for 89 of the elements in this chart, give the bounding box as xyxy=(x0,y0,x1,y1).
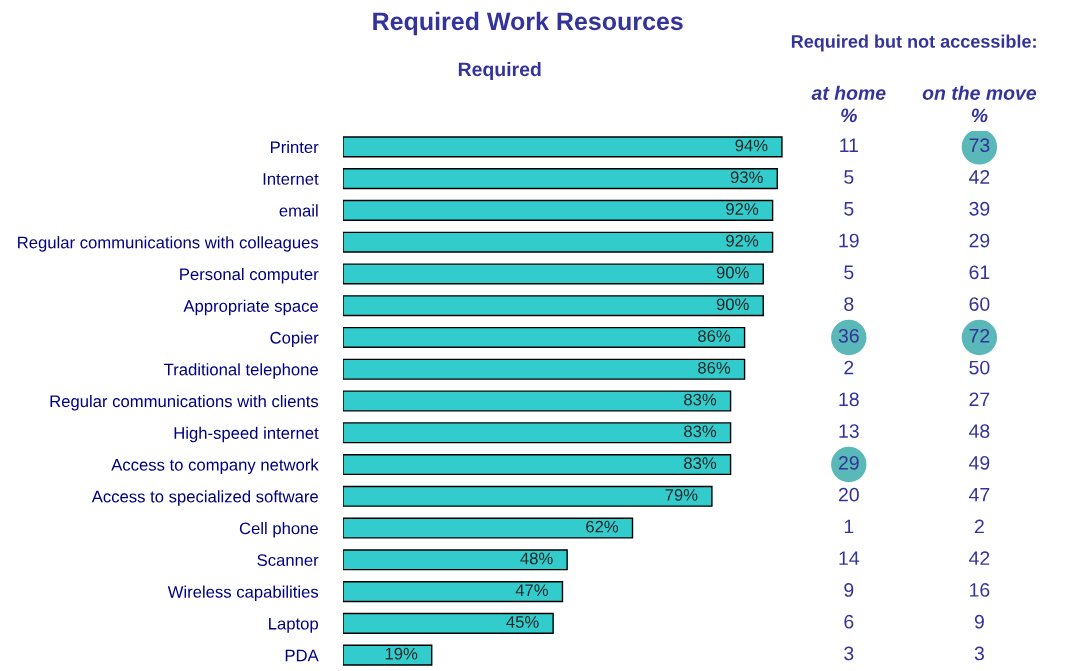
data-label: 42 xyxy=(969,170,990,184)
data-label: 72 xyxy=(969,328,990,343)
y-tick-label: Access to specialized software xyxy=(91,490,318,506)
data-label: 83% xyxy=(684,457,717,469)
x-tick-label: on the move % xyxy=(922,85,1037,123)
bar xyxy=(343,485,713,507)
data-label: 83% xyxy=(684,393,717,406)
y-tick-label: Traditional telephone xyxy=(164,363,318,379)
data-label: 86% xyxy=(698,330,731,342)
x-tick-label: at home % xyxy=(811,85,886,123)
bar xyxy=(343,231,774,253)
chart-subtitle: Required xyxy=(458,61,541,81)
bar xyxy=(343,422,732,444)
data-label: 90% xyxy=(716,298,749,311)
data-label: 5 xyxy=(844,170,854,184)
y-tick-label: Appropriate space xyxy=(183,299,318,316)
data-label: 27 xyxy=(969,392,990,407)
bar xyxy=(343,549,568,571)
data-label: 60 xyxy=(969,297,990,311)
y-tick-label: Regular communications with clients xyxy=(50,394,319,411)
data-label: 29 xyxy=(969,233,990,248)
y-tick-label: Printer xyxy=(270,140,319,154)
chart-title: Required but not accessible: xyxy=(791,34,1036,52)
bar xyxy=(343,517,634,539)
data-label: 50 xyxy=(969,360,990,375)
y-tick-label: Personal computer xyxy=(180,267,319,284)
data-label: 9 xyxy=(844,583,854,597)
bar xyxy=(343,326,746,349)
data-label: 47 xyxy=(969,487,990,502)
y-tick-label: High-speed internet xyxy=(174,426,319,443)
data-label: 2 xyxy=(844,360,854,375)
bar xyxy=(343,199,774,221)
y-tick-label: Laptop xyxy=(269,617,318,633)
data-label: 90% xyxy=(716,266,749,279)
y-tick-label: Internet xyxy=(263,173,319,185)
data-label: 39 xyxy=(969,201,990,216)
data-label: 5 xyxy=(844,202,854,216)
data-label: 48 xyxy=(969,424,990,438)
y-tick-label: Copier xyxy=(270,331,319,347)
data-label: 79% xyxy=(665,488,698,501)
data-label: 3 xyxy=(844,646,854,661)
data-label: 94% xyxy=(735,139,768,152)
data-label: 18 xyxy=(839,392,859,407)
data-label: 19% xyxy=(385,647,418,660)
data-label: 48% xyxy=(520,552,553,565)
bar xyxy=(343,295,764,317)
data-label: 20 xyxy=(838,487,859,502)
data-label: 61 xyxy=(969,265,990,280)
data-label: 5 xyxy=(844,265,854,280)
data-label: 6 xyxy=(844,614,854,629)
y-tick-label: Regular communications with colleagues xyxy=(18,236,319,252)
data-label: 36 xyxy=(838,328,859,343)
bar xyxy=(343,453,732,476)
data-label: 42 xyxy=(969,551,990,565)
bar xyxy=(343,358,746,380)
y-tick-label: Wireless capabilities xyxy=(167,585,319,602)
data-label: 86% xyxy=(698,361,731,374)
data-label: 49 xyxy=(969,455,990,470)
bar xyxy=(343,581,564,603)
data-label: 83% xyxy=(684,425,717,438)
data-label: 92% xyxy=(726,234,759,247)
data-label: 14 xyxy=(839,551,860,565)
data-label: 93% xyxy=(730,171,763,184)
data-label: 16 xyxy=(970,583,990,597)
y-tick-label: Cell phone xyxy=(239,522,318,538)
y-tick-label: Scanner xyxy=(257,554,319,567)
data-label: 19 xyxy=(839,233,859,248)
data-label: 3 xyxy=(974,646,984,661)
data-label: 9 xyxy=(974,614,984,629)
bar xyxy=(343,263,764,285)
data-label: 45% xyxy=(506,616,539,628)
data-label: 29 xyxy=(838,455,859,470)
bar xyxy=(343,168,778,190)
data-label: 73 xyxy=(969,138,990,153)
data-label: 92% xyxy=(726,203,759,215)
bar xyxy=(343,612,554,634)
data-label: 47% xyxy=(515,584,549,596)
data-label: 13 xyxy=(839,424,859,438)
data-label: 1 xyxy=(844,519,854,534)
data-label: 2 xyxy=(974,519,984,534)
chart-title: Required Work Resources xyxy=(373,11,683,36)
bar xyxy=(343,644,433,666)
data-label: 8 xyxy=(844,297,854,311)
y-tick-label: Access to company network xyxy=(111,458,319,475)
y-tick-label: email xyxy=(279,204,318,217)
data-label: 62% xyxy=(586,520,619,533)
bar xyxy=(343,390,732,412)
y-tick-label: PDA xyxy=(285,649,319,662)
data-label: 11 xyxy=(840,138,858,152)
